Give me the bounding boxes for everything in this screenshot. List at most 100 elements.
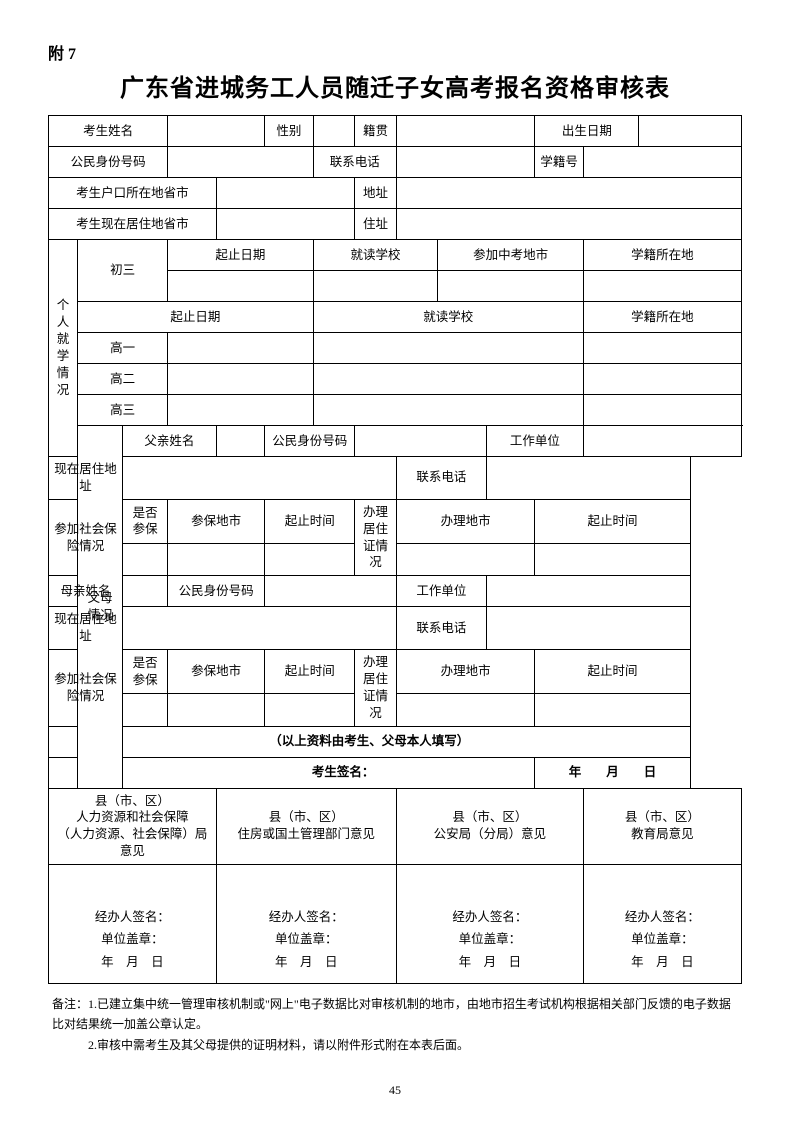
field-fwork xyxy=(583,426,741,457)
label-name: 考生姓名 xyxy=(49,116,168,147)
dept-hr: 县（市、区） 人力资源和社会保障 （人力资源、社会保障）局意见 xyxy=(49,788,217,865)
dept-police: 县（市、区） 公安局（分局）意见 xyxy=(396,788,583,865)
field-faddr xyxy=(123,457,397,500)
field-fresperiod xyxy=(535,544,690,576)
field-g1-period xyxy=(168,333,314,364)
filler-note: （以上资料由考生、父母本人填写） xyxy=(49,726,691,757)
dept-edu-sign: 经办人签名： 单位盖章： 年 月 日 xyxy=(583,865,741,984)
label-g3: 高三 xyxy=(78,395,168,426)
handler-sign-1: 经办人签名： xyxy=(95,910,170,924)
field-mresperiod xyxy=(535,694,690,726)
label-fid: 公民身份号码 xyxy=(265,426,355,457)
field-finsperiod xyxy=(265,544,355,576)
field-mtel xyxy=(486,607,690,650)
label-mid: 公民身份号码 xyxy=(168,576,265,607)
label-midexam: 参加中考地市 xyxy=(438,240,584,271)
date-2: 年 月 日 xyxy=(275,955,338,969)
label-minscity: 参保地市 xyxy=(168,650,265,694)
handler-sign-2: 经办人签名： xyxy=(269,910,344,924)
label-schoolloc: 学籍所在地 xyxy=(583,240,741,271)
dept-hr-sign: 经办人签名： 单位盖章： 年 月 日 xyxy=(49,865,217,984)
unit-seal-1: 单位盖章： xyxy=(101,932,164,946)
label-fres: 办理居住证情况 xyxy=(355,499,397,576)
label-addr2: 住址 xyxy=(355,209,397,240)
field-g9-period xyxy=(168,271,314,302)
label-origin: 籍贯 xyxy=(355,116,397,147)
form-table: 考生姓名 性别 籍贯 出生日期 公民身份号码 联系电话 学籍号 考生户口所在地省… xyxy=(48,115,742,984)
field-frescity xyxy=(396,544,535,576)
field-mwork xyxy=(486,576,690,607)
field-minsperiod xyxy=(265,694,355,726)
dept-edu: 县（市、区） 教育局意见 xyxy=(583,788,741,865)
field-hukou xyxy=(216,178,355,209)
label-dob: 出生日期 xyxy=(535,116,639,147)
label-minsperiod: 起止时间 xyxy=(265,650,355,694)
field-mid xyxy=(265,576,397,607)
label-hs-period: 起止日期 xyxy=(78,302,314,333)
remark-2: 2.审核中需考生及其父母提供的证明材料，请以附件形式附在本表后面。 xyxy=(88,1038,469,1052)
field-maddr xyxy=(123,607,397,650)
field-addr2 xyxy=(396,209,741,240)
field-mrescity xyxy=(396,694,535,726)
label-period: 起止日期 xyxy=(168,240,314,271)
field-g2-school xyxy=(313,364,583,395)
field-g9-midexam xyxy=(438,271,584,302)
label-g1: 高一 xyxy=(78,333,168,364)
label-maddr: 现在居住地址 xyxy=(49,607,123,650)
field-g3-school xyxy=(313,395,583,426)
date-1: 年 月 日 xyxy=(101,955,164,969)
field-idnum xyxy=(168,147,314,178)
field-g3-loc xyxy=(583,395,741,426)
label-grade9: 初三 xyxy=(78,240,168,302)
field-g3-period xyxy=(168,395,314,426)
annex-label: 附 7 xyxy=(48,40,742,64)
date-3: 年 月 日 xyxy=(459,955,522,969)
label-finsperiod: 起止时间 xyxy=(265,499,355,543)
field-g2-loc xyxy=(583,364,741,395)
field-g1-school xyxy=(313,333,583,364)
label-addr1: 地址 xyxy=(355,178,397,209)
handler-sign-4: 经办人签名： xyxy=(625,910,700,924)
label-fwork: 工作单位 xyxy=(486,426,583,457)
page-number: 45 xyxy=(48,1083,742,1098)
date-4: 年 月 日 xyxy=(631,955,694,969)
field-ftel xyxy=(486,457,690,500)
page-title: 广东省进城务工人员随迁子女高考报名资格审核表 xyxy=(48,68,742,103)
field-addr1 xyxy=(396,178,741,209)
label-study-group: 个人就学情况 xyxy=(49,240,78,457)
remark-label: 备注： xyxy=(52,997,88,1011)
label-school: 就读学校 xyxy=(313,240,438,271)
field-fname xyxy=(216,426,265,457)
field-tel xyxy=(396,147,535,178)
label-msocial: 参加社会保险情况 xyxy=(49,650,123,727)
label-mresperiod: 起止时间 xyxy=(535,650,690,694)
field-name xyxy=(168,116,265,147)
label-minsured: 是否参保 xyxy=(123,650,168,694)
field-mname xyxy=(123,576,168,607)
remark-block: 备注：1.已建立集中统一管理审核机制或"网上"电子数据比对审核机制的地市，由地市… xyxy=(48,994,742,1055)
field-minsured xyxy=(123,694,168,726)
field-origin xyxy=(396,116,535,147)
label-hs-school: 就读学校 xyxy=(313,302,583,333)
field-resid xyxy=(216,209,355,240)
field-sex xyxy=(313,116,355,147)
label-mwork: 工作单位 xyxy=(396,576,486,607)
label-frescity: 办理地市 xyxy=(396,499,535,543)
field-minscity xyxy=(168,694,265,726)
unit-seal-3: 单位盖章： xyxy=(459,932,522,946)
field-g9-school xyxy=(313,271,438,302)
label-ftel: 联系电话 xyxy=(396,457,486,500)
label-sex: 性别 xyxy=(265,116,314,147)
label-mtel: 联系电话 xyxy=(396,607,486,650)
field-g9-schoolloc xyxy=(583,271,741,302)
field-g2-period xyxy=(168,364,314,395)
remark-1: 1.已建立集中统一管理审核机制或"网上"电子数据比对审核机制的地市，由地市招生考… xyxy=(52,997,731,1031)
field-finscity xyxy=(168,544,265,576)
dept-police-sign: 经办人签名： 单位盖章： 年 月 日 xyxy=(396,865,583,984)
field-fid xyxy=(355,426,487,457)
field-finsured xyxy=(123,544,168,576)
label-finsured: 是否参保 xyxy=(123,499,168,543)
label-mres: 办理居住证情况 xyxy=(355,650,397,727)
label-fname: 父亲姓名 xyxy=(123,426,217,457)
field-dob xyxy=(639,116,742,147)
